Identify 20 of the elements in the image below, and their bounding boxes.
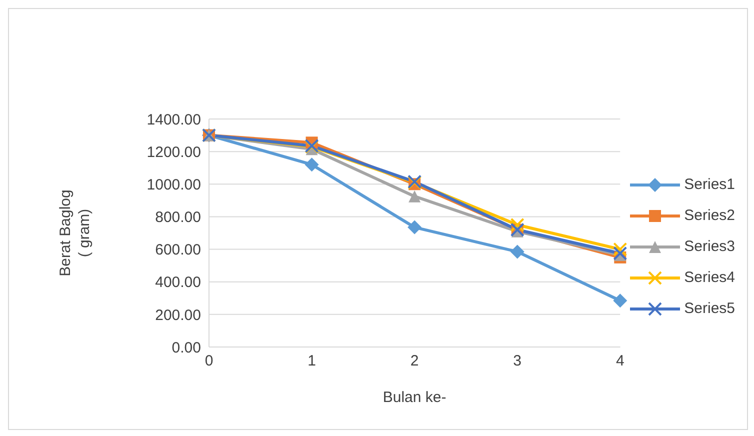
y-tick-label: 400.00 [155, 274, 201, 292]
legend-label: Series5 [684, 300, 735, 317]
x-tick-label: 4 [616, 352, 624, 370]
legend-label: Series1 [684, 176, 735, 193]
y-tick-label: 800.00 [155, 209, 201, 226]
y-tick-label: 0.00 [172, 339, 201, 356]
y-tick-label: 600.00 [155, 242, 201, 259]
legend-label: Series2 [684, 207, 735, 224]
x-tick-label: 2 [410, 352, 419, 370]
x-tick-label: 0 [204, 352, 214, 370]
x-tick-label: 3 [513, 352, 522, 370]
x-axis-title: Bulan ke- [382, 389, 446, 406]
legend-label: Series4 [684, 269, 735, 286]
y-tick-label: 200.00 [155, 306, 201, 324]
y-tick-label: 1400.00 [146, 111, 201, 128]
legend-label: Series3 [684, 238, 735, 255]
y-tick-label: 1000.00 [146, 176, 201, 194]
x-tick-label: 1 [308, 352, 316, 370]
y-axis-title: Berat Baglog ( gram) [57, 190, 93, 276]
y-tick-label: 1200.00 [146, 144, 201, 161]
